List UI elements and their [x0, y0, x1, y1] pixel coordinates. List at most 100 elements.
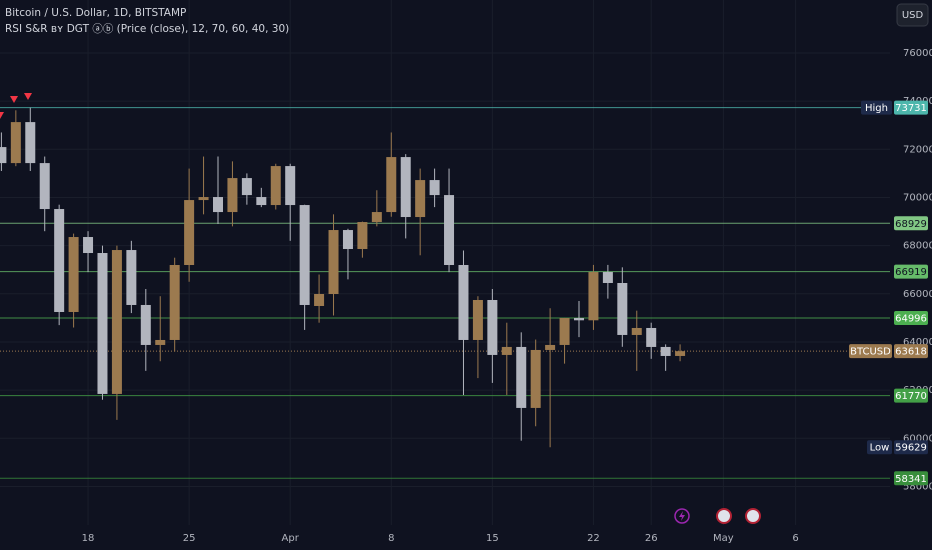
currency-label: USD	[902, 10, 924, 21]
x-tick-label: 25	[183, 533, 196, 544]
candle-body	[602, 272, 613, 283]
y-tick-label: 68000	[903, 241, 932, 252]
candle-body	[140, 304, 151, 345]
y-tick-label: 64000	[903, 337, 932, 348]
candle-body	[631, 327, 642, 335]
candle-body	[227, 178, 238, 213]
signal-marker	[10, 96, 18, 103]
candle-body	[574, 317, 584, 321]
signal-marker	[24, 93, 32, 100]
candle-body	[429, 180, 440, 196]
y-tick-label: 66000	[903, 289, 932, 300]
candle-body	[357, 222, 368, 250]
candle-body	[39, 163, 50, 210]
x-tick-label: Apr	[282, 533, 300, 544]
price-tag-bg	[894, 471, 928, 486]
price-tag-name: BTCUSD	[850, 347, 891, 358]
candle-body	[328, 230, 339, 294]
candle-body	[155, 339, 166, 345]
currency-button[interactable]	[896, 3, 929, 27]
price-tag-name-bg	[849, 344, 892, 359]
price-tag: 59629	[895, 443, 927, 454]
price-tag-bg	[894, 388, 928, 403]
price-tag-name-bg	[867, 440, 892, 455]
x-tick-label: 6	[792, 533, 798, 544]
candle-body	[10, 122, 21, 164]
price-tag-bg	[894, 344, 928, 359]
x-tick-label: 18	[82, 533, 95, 544]
candle-body	[83, 237, 94, 254]
price-tag: 73731	[895, 103, 927, 114]
candle-body	[299, 205, 310, 305]
y-tick-label: 70000	[903, 192, 932, 203]
event-icon[interactable]	[716, 508, 732, 524]
price-tag-name: High	[865, 103, 888, 114]
x-tick-label: 22	[587, 533, 600, 544]
candle-body	[646, 327, 657, 347]
candle-body	[285, 166, 296, 206]
candle-body	[241, 178, 252, 196]
candle-body	[472, 299, 483, 340]
event-icon	[679, 511, 685, 521]
candle-body	[545, 344, 556, 350]
candle-body	[660, 346, 671, 356]
candle-body	[371, 212, 382, 223]
signal-marker	[0, 112, 4, 119]
y-tick-label: 76000	[903, 48, 932, 59]
event-icon[interactable]	[745, 508, 761, 524]
price-tag: 63618	[895, 347, 927, 358]
x-tick-label: 8	[388, 533, 394, 544]
candle-body	[458, 265, 469, 340]
candle-body	[675, 351, 686, 356]
x-tick-label: 26	[645, 533, 658, 544]
price-tag-bg	[894, 440, 928, 455]
candle-body	[386, 157, 397, 213]
price-tag-name-bg	[861, 100, 892, 115]
candle-body	[25, 122, 36, 164]
candle-body	[400, 157, 411, 218]
candle-body	[97, 253, 108, 394]
y-tick-label: 72000	[903, 144, 932, 155]
price-tag-bg	[894, 100, 928, 115]
candle-body	[487, 299, 498, 355]
candle-body	[415, 180, 426, 218]
candle-body	[588, 272, 599, 321]
levels	[0, 107, 890, 479]
candle-body	[213, 197, 223, 213]
candle-body	[501, 346, 512, 355]
price-tag: 68929	[895, 219, 927, 230]
candle-body	[256, 197, 267, 206]
x-tick-label: May	[713, 533, 734, 544]
candle-body	[444, 195, 455, 266]
candle-body	[111, 250, 122, 394]
price-tag-bg	[894, 264, 928, 279]
candle-body	[617, 282, 628, 335]
x-tick-label: 15	[486, 533, 499, 544]
candle-body	[198, 197, 209, 201]
candle-body	[54, 209, 65, 312]
price-tag-bg	[894, 310, 928, 325]
candle-body	[169, 265, 180, 340]
indicator-label: RSI S&R ʙʏ DGT ⓐⓑ (Price (close), 12, 70…	[5, 23, 289, 35]
chart-title: Bitcoin / U.S. Dollar, 1D, BITSTAMP	[5, 7, 186, 19]
y-tick-label: 58000	[903, 481, 932, 492]
candle-body	[314, 294, 325, 306]
candle-body	[270, 166, 281, 206]
candle-body	[0, 147, 7, 164]
candle-body	[516, 346, 527, 408]
price-tag: 66919	[895, 267, 927, 278]
candle-body	[184, 200, 195, 266]
candle-body	[559, 317, 570, 345]
y-tick-label: 60000	[903, 433, 932, 444]
candles	[0, 107, 686, 448]
price-tag-bg	[894, 216, 928, 231]
price-tag: 61770	[895, 391, 927, 402]
price-tags: 73731 High 68929 66919 64996 61770 58341 63618 B…	[849, 100, 928, 486]
candle-body	[68, 237, 79, 312]
candle-body	[126, 250, 137, 305]
candle-body	[342, 230, 353, 250]
price-tag: 64996	[895, 313, 927, 324]
event-icon[interactable]	[674, 508, 690, 524]
candle-body	[530, 349, 541, 408]
